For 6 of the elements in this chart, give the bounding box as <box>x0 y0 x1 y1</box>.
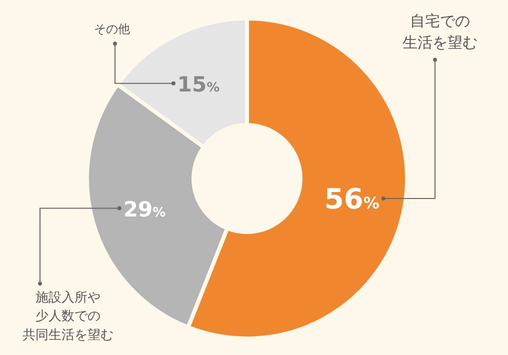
data-label: 29% <box>123 197 166 222</box>
slice-label: 自宅での生活を望む <box>402 12 478 52</box>
slice-label: その他 <box>94 22 130 36</box>
slice-label: 施設入所や少人数での共同生活を望む <box>22 290 114 344</box>
data-label: 15% <box>177 72 220 96</box>
data-label: 56% <box>324 182 380 216</box>
